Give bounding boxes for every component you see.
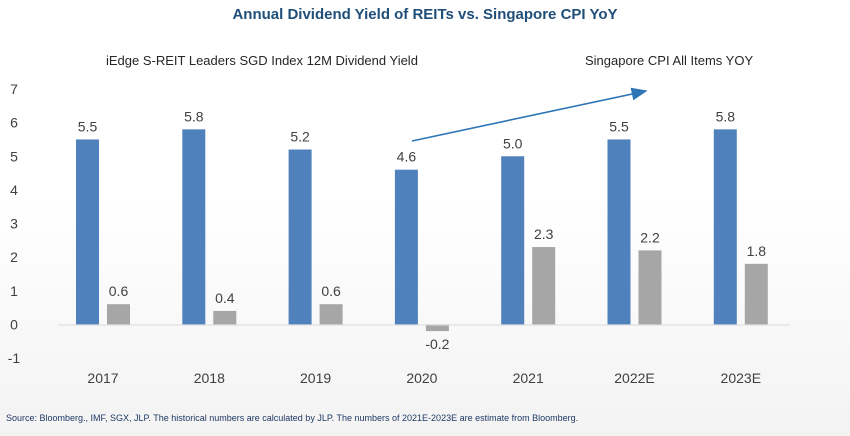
dividend-yield-bar <box>182 129 206 325</box>
dividend-yield-bar <box>713 129 737 325</box>
x-category-label: 2017 <box>87 370 118 386</box>
cpi-bar <box>638 250 662 325</box>
source-note: Source: Bloomberg., IMF, SGX, JLP. The h… <box>6 413 579 423</box>
dividend-yield-label: 5.2 <box>290 129 310 145</box>
cpi-label: 2.2 <box>640 229 660 245</box>
series-label-cpi: Singapore CPI All Items YOY <box>585 53 754 68</box>
y-axis: -1 0 1 2 3 4 5 6 7 <box>8 81 21 366</box>
y-tick-label: 7 <box>10 81 18 97</box>
cpi-bar <box>425 324 449 332</box>
x-category-label: 2023E <box>721 370 761 386</box>
y-tick-label: 5 <box>10 148 18 164</box>
cpi-label: 0.6 <box>109 283 129 299</box>
x-category-label: 2022E <box>614 370 654 386</box>
cpi-bar <box>107 304 130 325</box>
cpi-label: 1.8 <box>747 243 767 259</box>
dividend-yield-label: 5.0 <box>503 135 523 151</box>
trend-arrow <box>411 87 648 142</box>
x-category-label: 2018 <box>194 370 225 386</box>
dividend-yield-label: 5.8 <box>716 108 736 124</box>
x-category-label: 2019 <box>300 370 331 386</box>
dividend-yield-bar <box>394 169 418 325</box>
y-tick-label: 4 <box>10 182 18 198</box>
dividend-yield-label: 5.5 <box>609 118 629 134</box>
cpi-bar <box>744 263 768 325</box>
x-category-label: 2021 <box>513 370 544 386</box>
cpi-bar <box>213 310 237 325</box>
cpi-label: 0.4 <box>215 290 235 306</box>
cpi-label: 2.3 <box>534 226 554 242</box>
data-labels: 5.5 0.6 5.8 0.4 5.2 0.6 4.6 -0.2 5.0 2.3 5.5 2.2 5.8… <box>78 108 766 352</box>
y-tick-label: 6 <box>10 115 18 131</box>
series-label-dividend-yield: iEdge S-REIT Leaders SGD Index 12M Divid… <box>106 53 418 68</box>
dividend-yield-bar <box>501 156 525 325</box>
dividend-yield-label: 5.5 <box>78 118 98 134</box>
y-tick-label: -1 <box>8 350 21 366</box>
dividend-yield-bar <box>288 149 312 325</box>
x-category-label: 2020 <box>406 370 437 386</box>
cpi-label: -0.2 <box>425 336 449 352</box>
dividend-yield-bar <box>76 139 99 325</box>
y-tick-label: 3 <box>10 216 18 232</box>
bars <box>76 129 768 332</box>
cpi-bar <box>532 247 556 325</box>
cpi-bar <box>319 304 343 325</box>
y-tick-label: 0 <box>10 316 18 332</box>
y-tick-label: 2 <box>10 249 18 265</box>
x-axis: 2017 2018 2019 2020 2021 2022E 2023E <box>87 370 761 386</box>
dividend-yield-label: 5.8 <box>184 108 204 124</box>
chart-title: Annual Dividend Yield of REITs vs. Singa… <box>232 6 618 23</box>
cpi-label: 0.6 <box>321 283 341 299</box>
dividend-yield-bar <box>607 139 631 325</box>
y-tick-label: 1 <box>10 283 18 299</box>
dividend-yield-label: 4.6 <box>397 149 417 165</box>
